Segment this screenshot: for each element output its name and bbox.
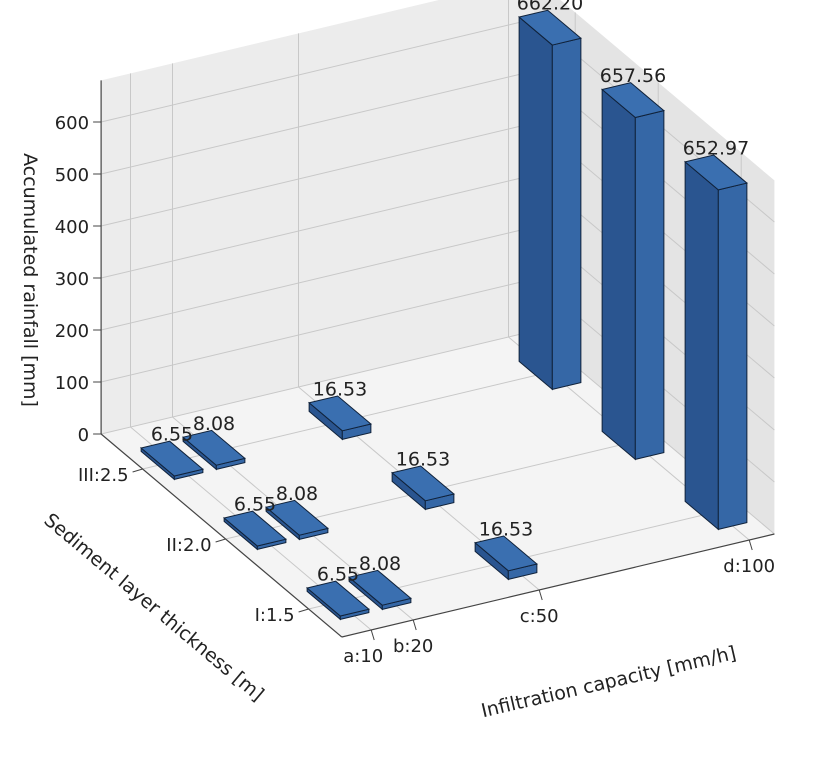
bar-top-face	[306, 580, 370, 617]
y-axis-line	[100, 433, 343, 638]
grid-line-z	[100, 330, 534, 435]
bar-side-face	[518, 15, 553, 391]
grid-line-z	[100, 70, 534, 175]
grid-line-z	[100, 226, 534, 331]
axes	[93, 80, 775, 641]
bar-front-face	[551, 37, 582, 391]
z-tick-label: 300	[55, 269, 89, 290]
x-tick	[538, 589, 543, 601]
y-tick-label: III:2.5	[78, 465, 129, 486]
bar-top-face	[684, 154, 748, 191]
bar-value-label: 652.97	[683, 137, 749, 159]
z-tick-label: 500	[55, 165, 89, 186]
bar-value-label: 657.56	[600, 65, 666, 87]
grid-line-z	[100, 174, 534, 279]
bar-value-label: 8.08	[193, 413, 235, 435]
bar-top-face	[140, 440, 204, 477]
z-tick-label: 400	[55, 217, 89, 238]
grid-line-z	[100, 278, 534, 383]
x-axis-line	[341, 533, 775, 638]
bar-top-face	[265, 499, 329, 536]
bar-top-face	[518, 9, 582, 46]
y-tick	[298, 608, 309, 613]
bar-value-label: 6.55	[234, 494, 276, 516]
y-tick	[215, 538, 226, 543]
x-tick-label: b:20	[393, 636, 433, 657]
back-pane	[101, 0, 534, 434]
z-axis-label: Accumulated rainfall [mm]	[19, 153, 41, 407]
grid-line-z	[100, 122, 534, 227]
y-tick-label: I:1.5	[255, 605, 295, 626]
z-tick-label: 0	[78, 425, 89, 446]
bar-value-label: 8.08	[359, 553, 401, 575]
grid-line-z	[100, 18, 534, 123]
labels: 0 100 200 300 400 500 600 I:1.5 II:2.0 III:2.5 a:1…	[55, 0, 775, 667]
bar-top-face	[474, 535, 538, 572]
x-axis-label: Infiltration capacity [mm/h]	[479, 642, 738, 722]
bar-side-face	[684, 160, 719, 531]
bar-front-face	[634, 110, 665, 461]
bar-value-label: 8.08	[276, 483, 318, 505]
bar-value-label: 6.55	[151, 424, 193, 446]
bar-front-face	[717, 182, 748, 531]
bar-value-label: 662.20	[517, 0, 583, 15]
x-tick-label: a:10	[343, 646, 383, 667]
x-tick	[748, 539, 753, 551]
bar-value-label: 16.53	[396, 448, 450, 470]
bar-top-face	[182, 429, 246, 466]
bars	[140, 9, 748, 621]
bar-top-face	[308, 395, 372, 432]
bar-top-face	[391, 465, 455, 502]
z-tick-label: 600	[55, 113, 89, 134]
x-tick	[412, 619, 417, 631]
bar-value-label: 6.55	[317, 564, 359, 586]
z-tick-label: 100	[55, 373, 89, 394]
x-tick	[370, 629, 375, 641]
bar-top-face	[601, 82, 665, 119]
x-tick-label: c:50	[520, 606, 559, 627]
y-tick	[132, 468, 143, 473]
bar-value-label: 16.53	[313, 378, 367, 400]
bar-value-label: 16.53	[479, 518, 533, 540]
y-tick-label: II:2.0	[166, 535, 211, 556]
bar-side-face	[601, 88, 636, 461]
x-tick-label: d:100	[723, 556, 775, 577]
bar-top-face	[223, 510, 287, 547]
bar-top-face	[348, 569, 412, 606]
z-tick-label: 200	[55, 321, 89, 342]
